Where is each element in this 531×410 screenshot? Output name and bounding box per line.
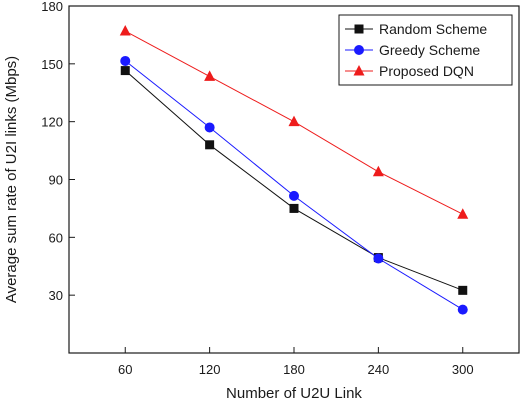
data-point [372, 165, 384, 177]
x-tick-label: 240 [368, 362, 390, 377]
data-point [373, 253, 384, 264]
legend-label: Greedy Scheme [379, 42, 480, 58]
data-point [120, 55, 131, 66]
x-axis: 60 120 180 240 300 [118, 347, 474, 377]
x-tick-label: 300 [452, 362, 474, 377]
y-tick-label: 60 [49, 230, 63, 245]
y-tick-label: 30 [49, 288, 63, 303]
legend-marker [354, 45, 364, 55]
legend-item: Proposed DQN [345, 63, 474, 79]
legend-label: Random Scheme [379, 21, 487, 37]
series-0 [120, 66, 468, 295]
legend-item: Greedy Scheme [345, 42, 480, 58]
data-point [204, 70, 216, 81]
y-tick-label: 120 [41, 115, 63, 130]
series-layer [119, 25, 469, 315]
data-point [205, 140, 215, 150]
data-point [204, 122, 215, 133]
series-2 [119, 25, 469, 219]
data-point [120, 66, 130, 76]
legend-marker [354, 24, 364, 34]
x-axis-title: Number of U2U Link [226, 385, 362, 402]
legend-item: Random Scheme [345, 21, 487, 37]
data-point [119, 25, 131, 36]
series-1 [120, 55, 468, 315]
legend-label: Proposed DQN [379, 63, 474, 79]
y-axis-title: Average sum rate of U2I links (Mbps) [3, 56, 20, 303]
x-tick-label: 60 [118, 362, 132, 377]
data-point [458, 285, 468, 295]
y-axis: 30 60 90 120 150 180 [41, 0, 75, 303]
data-point [457, 304, 468, 315]
series-line [124, 70, 463, 291]
legend: Random Scheme Greedy Scheme Proposed DQN [338, 14, 513, 86]
series-line [124, 60, 464, 311]
x-tick-label: 180 [283, 362, 305, 377]
data-point [457, 208, 469, 219]
data-point [289, 203, 299, 213]
legend-marker [353, 65, 365, 76]
y-tick-label: 150 [41, 57, 63, 72]
data-point [288, 115, 300, 127]
data-point [289, 190, 299, 201]
y-tick-label: 180 [41, 0, 63, 14]
x-tick-label: 120 [199, 362, 221, 377]
y-tick-label: 90 [49, 173, 63, 188]
